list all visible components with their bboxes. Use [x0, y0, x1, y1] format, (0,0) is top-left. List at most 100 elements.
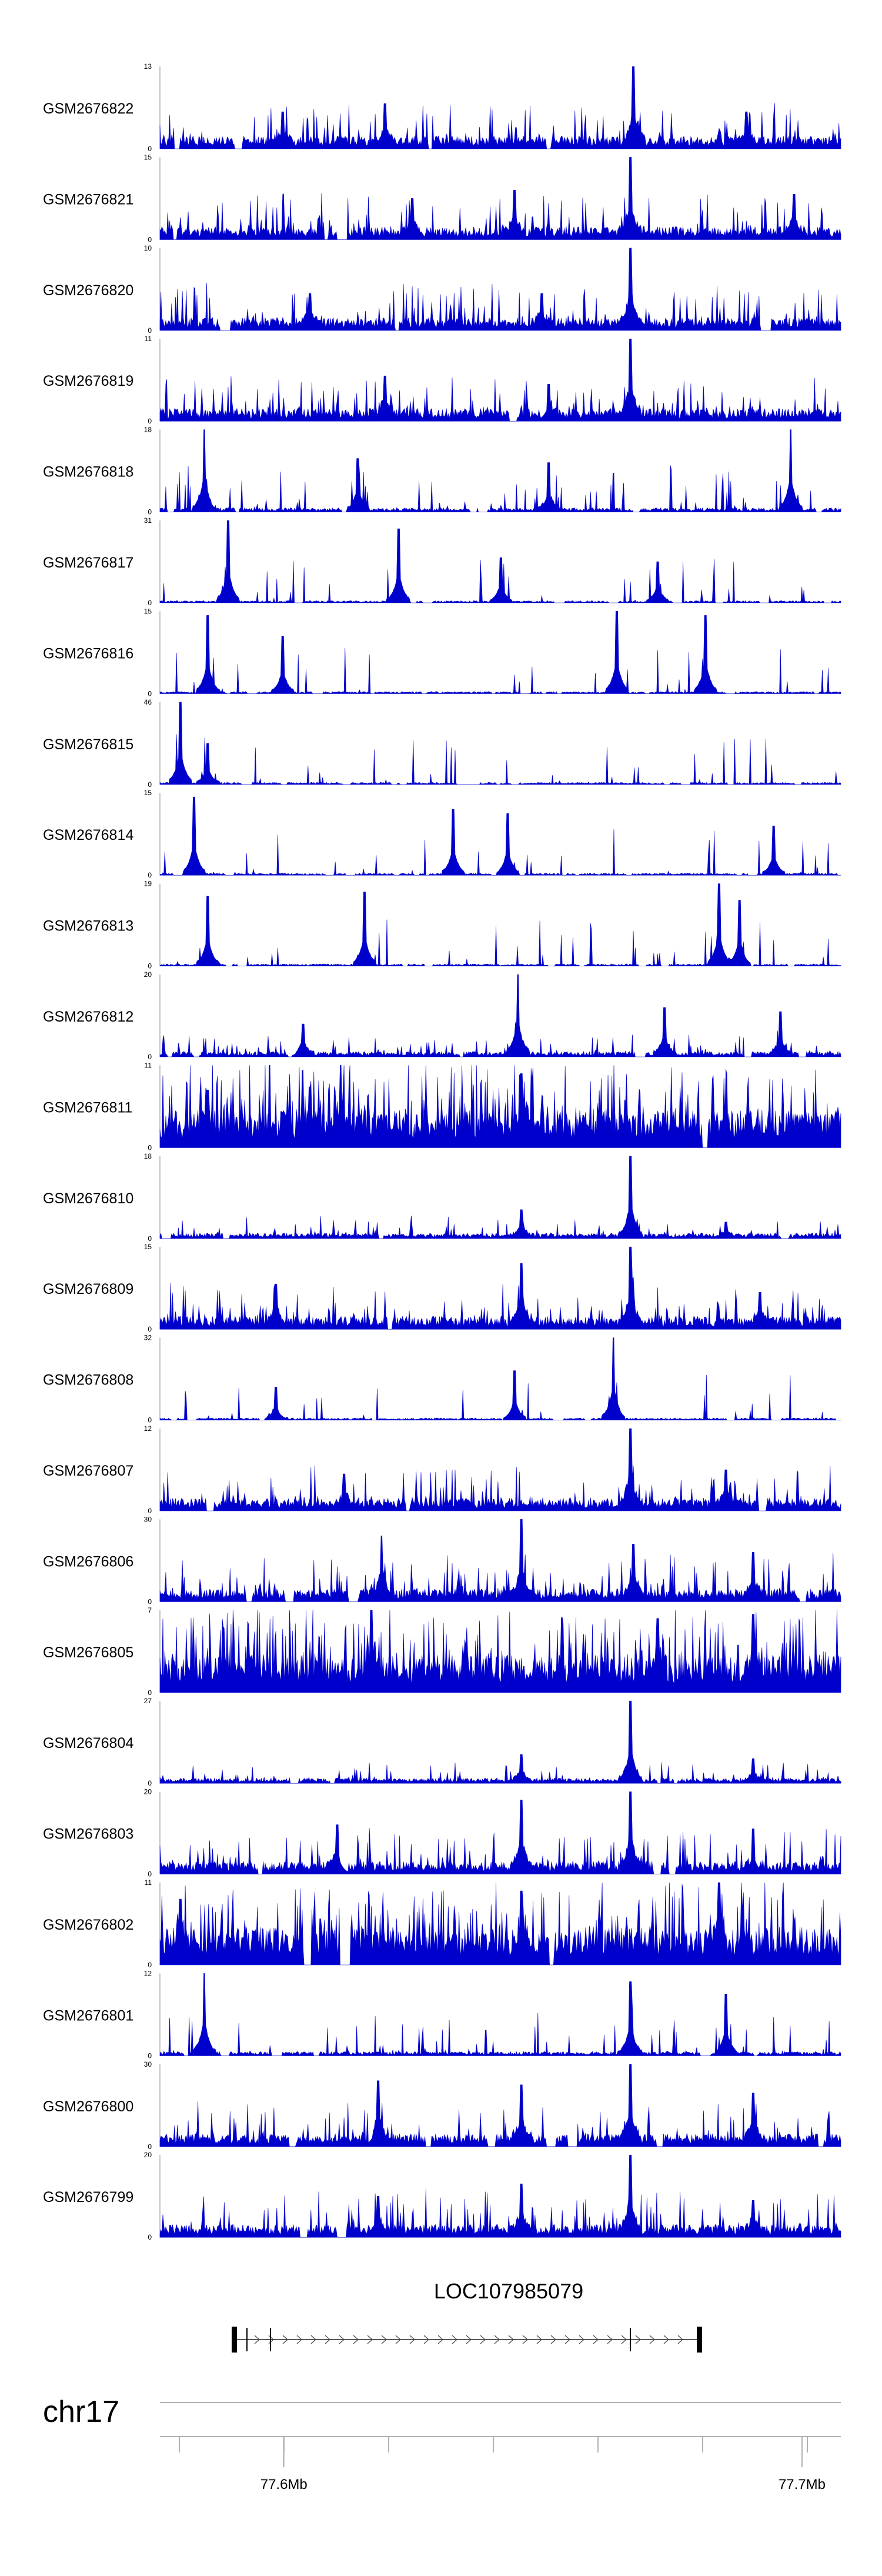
coverage-area [159, 2154, 841, 2238]
strand-arrow [677, 2335, 683, 2344]
strand-arrow [635, 2335, 641, 2344]
track-label: GSM2676809 [43, 1281, 133, 1297]
coverage-area [159, 1156, 841, 1239]
y-tick-max: 15 [144, 607, 152, 615]
y-tick-max: 10 [144, 244, 152, 252]
coverage-area [159, 1337, 841, 1421]
coverage-area [159, 157, 841, 240]
track-GSM2676809: GSM2676809 15 0 [43, 1243, 841, 1333]
chromosome-axis: chr17 77.6Mb 77.7Mb [43, 2395, 841, 2492]
coverage-area [159, 248, 841, 331]
y-tick-min: 0 [148, 2143, 152, 2151]
coverage-area [159, 611, 841, 694]
coverage-area [159, 1065, 841, 1148]
track-GSM2676810: GSM2676810 18 0 [43, 1152, 841, 1243]
strand-arrow [423, 2335, 429, 2344]
strand-arrow [367, 2335, 373, 2344]
coverage-area [159, 1882, 841, 1966]
coverage-area [159, 883, 841, 966]
y-tick-min: 0 [148, 1234, 152, 1243]
track-GSM2676818: GSM2676818 18 0 [43, 426, 841, 516]
track-GSM2676800: GSM2676800 30 0 [43, 2060, 841, 2151]
track-label: GSM2676821 [43, 191, 133, 208]
track-GSM2676802: GSM2676802 11 0 [43, 1878, 841, 1969]
strand-arrow [579, 2335, 584, 2344]
y-tick-max: 31 [144, 516, 152, 525]
strand-arrow [339, 2335, 345, 2344]
track-label: GSM2676806 [43, 1553, 133, 1570]
coverage-area [159, 1610, 841, 1693]
strand-arrow [254, 2335, 260, 2344]
y-tick-min: 0 [148, 1053, 152, 1061]
y-tick-max: 13 [144, 62, 152, 71]
track-GSM2676813: GSM2676813 19 0 [43, 880, 841, 970]
y-tick-max: 30 [144, 1515, 152, 1523]
track-label: GSM2676799 [43, 2189, 133, 2205]
track-GSM2676806: GSM2676806 30 0 [43, 1515, 841, 1606]
gene-label: LOC107985079 [434, 2279, 583, 2303]
coverage-area [159, 1973, 841, 2056]
y-tick-min: 0 [148, 1325, 152, 1333]
strand-arrow [550, 2335, 556, 2344]
coverage-area [159, 338, 841, 422]
strand-arrow [593, 2335, 599, 2344]
strand-arrow [536, 2335, 542, 2344]
track-label: GSM2676801 [43, 2007, 133, 2024]
track-GSM2676808: GSM2676808 32 0 [43, 1334, 841, 1424]
coverage-area [159, 796, 841, 876]
coverage-area [159, 974, 841, 1057]
strand-arrow [296, 2335, 302, 2344]
track-GSM2676799: GSM2676799 20 0 [43, 2151, 841, 2241]
track-GSM2676807: GSM2676807 12 0 [43, 1424, 841, 1515]
track-label: GSM2676816 [43, 645, 133, 662]
y-tick-min: 0 [148, 326, 152, 335]
gene-model [232, 2327, 702, 2353]
track-GSM2676819: GSM2676819 11 0 [43, 335, 841, 425]
track-GSM2676814: GSM2676814 15 0 [43, 789, 841, 879]
strand-arrow [621, 2335, 627, 2344]
track-label: GSM2676819 [43, 373, 133, 389]
y-tick-max: 15 [144, 789, 152, 797]
y-tick-max: 15 [144, 153, 152, 161]
strand-arrow [353, 2335, 359, 2344]
track-label: GSM2676818 [43, 464, 133, 481]
y-tick-max: 11 [145, 335, 152, 343]
track-GSM2676822: GSM2676822 13 0 [43, 62, 841, 153]
track-GSM2676812: GSM2676812 20 0 [43, 970, 841, 1061]
track-label: GSM2676805 [43, 1644, 133, 1661]
gene-annotation-track: LOC107985079 [232, 2279, 702, 2353]
track-label: GSM2676812 [43, 1009, 133, 1025]
y-tick-max: 46 [144, 698, 152, 706]
y-tick-min: 0 [148, 599, 152, 607]
exon-start [232, 2327, 237, 2353]
chromosome-label: chr17 [43, 2395, 119, 2429]
axis-lines: 77.6Mb 77.7Mb [160, 2402, 841, 2492]
y-tick-max: 27 [144, 1697, 152, 1705]
y-tick-max: 18 [144, 1152, 152, 1160]
coverage-area [159, 1519, 841, 1602]
coverage-area [159, 2064, 841, 2147]
strand-arrow [663, 2335, 669, 2344]
coverage-area [159, 1428, 841, 1511]
track-label: GSM2676814 [43, 827, 133, 843]
strand-arrow [325, 2335, 330, 2344]
track-GSM2676811: GSM2676811 11 0 [43, 1061, 841, 1152]
y-tick-min: 0 [148, 145, 152, 153]
coverage-area [159, 1246, 841, 1330]
y-tick-min: 0 [148, 235, 152, 243]
y-tick-min: 0 [148, 2051, 152, 2060]
y-tick-min: 0 [148, 1779, 152, 1787]
strand-arrow [522, 2335, 528, 2344]
axis-tick-label: 77.6Mb [260, 2477, 308, 2492]
strand-arrow [564, 2335, 570, 2344]
track-GSM2676817: GSM2676817 31 0 [43, 516, 841, 607]
track-label: GSM2676822 [43, 101, 133, 117]
track-label: GSM2676817 [43, 555, 133, 571]
coverage-area [159, 66, 841, 149]
strand-arrow [437, 2335, 443, 2344]
track-GSM2676815: GSM2676815 46 0 [43, 698, 841, 789]
y-tick-max: 15 [144, 1243, 152, 1251]
strand-arrow [452, 2335, 457, 2344]
y-tick-max: 30 [144, 2060, 152, 2068]
